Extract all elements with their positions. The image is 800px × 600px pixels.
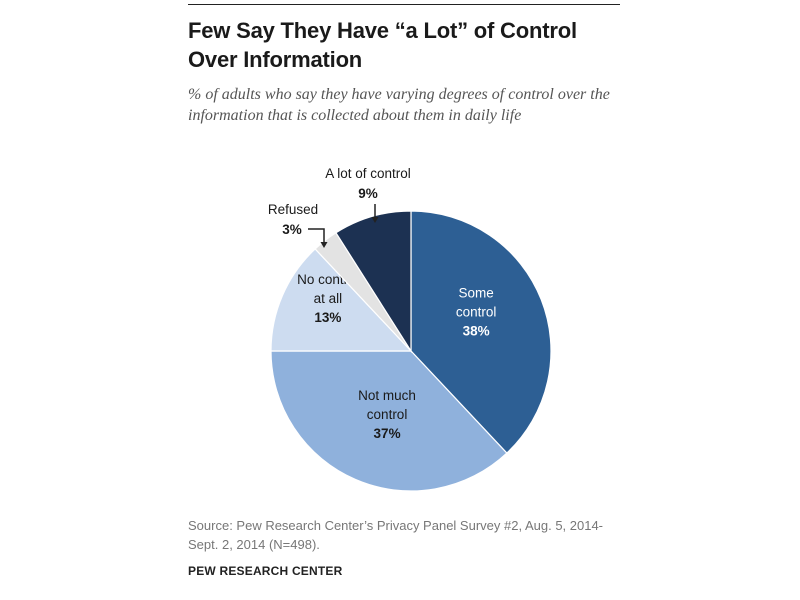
organization-credit: PEW RESEARCH CENTER — [188, 564, 343, 578]
pie-slice-not-much-control — [270, 350, 508, 492]
pie-slice-a-lot-of-control — [335, 210, 412, 354]
pie-slice-no-control-at-all — [270, 248, 413, 352]
slice-value-refused: 3% — [282, 222, 302, 237]
slice-label-a-lot-of-control: A lot of control — [325, 166, 411, 181]
pie-slice-some-control — [410, 210, 552, 454]
slice-label-refused: Refused — [268, 202, 318, 217]
slice-value-a-lot-of-control: 9% — [358, 186, 378, 201]
slice-value-no-control-at-all: 13% — [314, 310, 341, 325]
slice-label-not-much-control: Not much control — [358, 388, 416, 422]
slice-value-some-control: 38% — [463, 324, 490, 339]
leader-arrow-a-lot-of-control — [371, 217, 379, 223]
leader-arrow-refused — [320, 242, 328, 248]
slice-value-not-much-control: 37% — [374, 426, 401, 441]
chart-title: Few Say They Have “a Lot” of Control Ove… — [188, 18, 577, 72]
leader-line-refused — [308, 228, 325, 243]
chart-subtitle: % of adults who say they have varying de… — [188, 86, 610, 124]
top-rule — [188, 4, 620, 5]
slice-label-some-control: Some control — [456, 286, 497, 320]
source-note: Source: Pew Research Center’s Privacy Pa… — [188, 518, 604, 552]
